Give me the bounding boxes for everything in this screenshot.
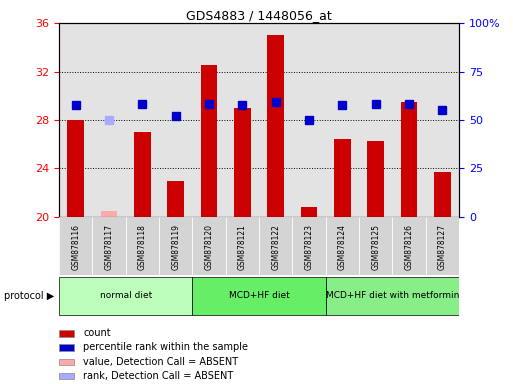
Text: GSM878116: GSM878116 bbox=[71, 224, 80, 270]
Bar bbox=[401, 102, 418, 217]
Bar bbox=[426, 217, 459, 275]
Text: value, Detection Call = ABSENT: value, Detection Call = ABSENT bbox=[83, 357, 238, 367]
Bar bbox=[259, 23, 292, 217]
Bar bbox=[301, 207, 318, 217]
Text: GSM878122: GSM878122 bbox=[271, 224, 280, 270]
Bar bbox=[201, 65, 218, 217]
Bar bbox=[92, 217, 126, 275]
Bar bbox=[326, 23, 359, 217]
Bar bbox=[326, 276, 459, 315]
Text: GSM878124: GSM878124 bbox=[338, 224, 347, 270]
Text: normal diet: normal diet bbox=[100, 291, 152, 300]
Bar bbox=[392, 217, 426, 275]
Bar bbox=[159, 23, 192, 217]
Text: GSM878126: GSM878126 bbox=[405, 224, 413, 270]
Bar bbox=[259, 217, 292, 275]
Text: GSM878117: GSM878117 bbox=[105, 224, 113, 270]
Bar bbox=[359, 217, 392, 275]
Text: GSM878120: GSM878120 bbox=[205, 224, 213, 270]
Text: rank, Detection Call = ABSENT: rank, Detection Call = ABSENT bbox=[83, 371, 233, 381]
Bar bbox=[334, 139, 351, 217]
Bar bbox=[367, 141, 384, 217]
Bar bbox=[234, 108, 251, 217]
Bar bbox=[226, 23, 259, 217]
Bar bbox=[59, 217, 92, 275]
Bar bbox=[159, 217, 192, 275]
Bar bbox=[392, 23, 426, 217]
Bar bbox=[326, 217, 359, 275]
Bar bbox=[292, 23, 326, 217]
Bar bbox=[192, 217, 226, 275]
Bar bbox=[292, 217, 326, 275]
Bar bbox=[126, 23, 159, 217]
Text: GSM878118: GSM878118 bbox=[138, 224, 147, 270]
Bar bbox=[167, 180, 184, 217]
Bar bbox=[192, 276, 326, 315]
Text: count: count bbox=[83, 328, 111, 338]
Bar bbox=[426, 23, 459, 217]
Bar bbox=[434, 172, 451, 217]
Bar bbox=[59, 330, 74, 336]
Text: GSM878127: GSM878127 bbox=[438, 224, 447, 270]
Bar bbox=[67, 120, 84, 217]
Bar bbox=[59, 23, 92, 217]
Text: GSM878119: GSM878119 bbox=[171, 224, 180, 270]
Bar bbox=[92, 23, 126, 217]
Bar bbox=[59, 373, 74, 379]
Title: GDS4883 / 1448056_at: GDS4883 / 1448056_at bbox=[186, 9, 332, 22]
Bar bbox=[267, 35, 284, 217]
Text: GSM878123: GSM878123 bbox=[305, 224, 313, 270]
Text: GSM878125: GSM878125 bbox=[371, 224, 380, 270]
Bar bbox=[59, 344, 74, 351]
Text: MCD+HF diet: MCD+HF diet bbox=[229, 291, 289, 300]
Bar bbox=[134, 132, 151, 217]
Text: MCD+HF diet with metformin: MCD+HF diet with metformin bbox=[326, 291, 459, 300]
Bar bbox=[126, 217, 159, 275]
Text: GSM878121: GSM878121 bbox=[238, 224, 247, 270]
Bar bbox=[101, 211, 117, 217]
Bar bbox=[59, 359, 74, 365]
Bar bbox=[59, 276, 192, 315]
Text: percentile rank within the sample: percentile rank within the sample bbox=[83, 343, 248, 353]
Bar bbox=[226, 217, 259, 275]
Text: protocol ▶: protocol ▶ bbox=[4, 291, 54, 301]
Bar bbox=[359, 23, 392, 217]
Bar bbox=[192, 23, 226, 217]
